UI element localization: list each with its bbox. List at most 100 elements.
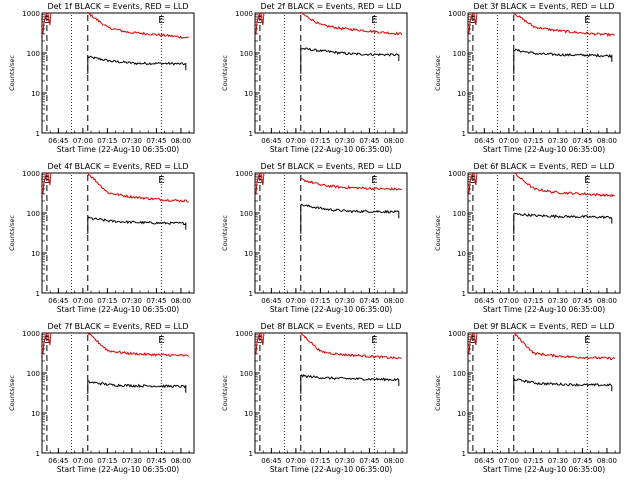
x-tick-label: 07:45 xyxy=(572,457,592,465)
end-marker: E xyxy=(158,15,164,26)
panel-title: Det 2f BLACK = Events, RED = LLD xyxy=(260,2,401,11)
lld-series-line xyxy=(87,11,189,39)
events-series-line xyxy=(87,380,187,394)
plot-frame xyxy=(467,12,621,134)
y-tick-label: 1 xyxy=(249,450,253,458)
x-tick-label: 06:45 xyxy=(261,457,281,465)
y-tick-label: 1 xyxy=(462,290,466,298)
x-tick-label: 07:30 xyxy=(122,457,142,465)
lld-initial-spike xyxy=(42,12,52,34)
x-tick-label: 08:00 xyxy=(171,457,191,465)
x-tick-label: 07:00 xyxy=(499,137,519,145)
lld-series-line xyxy=(513,13,616,38)
x-tick-label: 07:15 xyxy=(97,137,117,145)
y-tick-label: 100 xyxy=(453,210,466,218)
x-tick-label: 07:15 xyxy=(523,137,543,145)
start-marker: S xyxy=(470,15,476,26)
y-tick-label: 10 xyxy=(31,410,40,418)
plot-frame xyxy=(467,332,621,454)
detector-panel-8: Det 8f BLACK = Events, RED = LLD 1 10 100 10… xyxy=(221,322,408,474)
x-tick-label: 07:45 xyxy=(572,297,592,305)
lld-initial-spike xyxy=(255,332,265,354)
start-marker: S xyxy=(257,335,263,346)
y-tick-label: 10 xyxy=(244,410,253,418)
y-tick-label: 100 xyxy=(27,370,40,378)
events-series-line xyxy=(513,377,613,394)
x-tick-label: 07:00 xyxy=(73,137,93,145)
x-tick-label: 07:45 xyxy=(359,297,379,305)
x-tick-label: 07:30 xyxy=(122,137,142,145)
end-marker: E xyxy=(371,15,377,26)
panel-title: Det 9f BLACK = Events, RED = LLD xyxy=(473,322,614,331)
y-axis-label: Counts/sec xyxy=(221,55,229,91)
lld-series-line xyxy=(300,177,403,191)
end-marker: E xyxy=(158,335,164,346)
y-tick-label: 1000 xyxy=(235,330,253,338)
x-tick-label: 07:00 xyxy=(73,297,93,305)
x-tick-label: 07:30 xyxy=(548,457,568,465)
x-axis-label: Start Time (22-Aug-10 06:35:00) xyxy=(57,145,179,154)
events-series-line xyxy=(87,55,187,74)
y-tick-label: 1 xyxy=(249,290,253,298)
plot-frame xyxy=(41,332,195,454)
x-tick-label: 07:00 xyxy=(286,457,306,465)
y-tick-label: 1000 xyxy=(448,330,466,338)
y-tick-label: 100 xyxy=(453,370,466,378)
y-tick-label: 10 xyxy=(244,250,253,258)
x-tick-label: 07:45 xyxy=(572,137,592,145)
y-axis-label: Counts/sec xyxy=(221,215,229,251)
x-tick-label: 07:00 xyxy=(73,457,93,465)
x-tick-label: 07:15 xyxy=(310,137,330,145)
end-marker: E xyxy=(584,335,590,346)
detector-panel-6: Det 6f BLACK = Events, RED = LLD 1 10 100 10… xyxy=(434,162,621,314)
x-tick-label: 08:00 xyxy=(171,297,191,305)
detector-panel-2: Det 2f BLACK = Events, RED = LLD 1 10 100 10… xyxy=(221,2,408,154)
x-tick-label: 07:15 xyxy=(310,457,330,465)
x-axis-label: Start Time (22-Aug-10 06:35:00) xyxy=(483,145,605,154)
events-series-line xyxy=(300,203,400,234)
x-tick-label: 07:30 xyxy=(122,297,142,305)
events-series-line xyxy=(87,216,187,234)
lld-initial-spike xyxy=(468,332,478,354)
x-tick-label: 07:45 xyxy=(146,297,166,305)
end-marker: E xyxy=(584,175,590,186)
y-tick-label: 10 xyxy=(31,90,40,98)
panel-title: Det 8f BLACK = Events, RED = LLD xyxy=(260,322,401,331)
x-tick-label: 06:45 xyxy=(48,297,68,305)
plot-frame xyxy=(254,172,408,294)
plot-frame xyxy=(254,332,408,454)
x-tick-label: 07:45 xyxy=(146,457,166,465)
start-marker: S xyxy=(470,335,476,346)
panel-title: Det 3f BLACK = Events, RED = LLD xyxy=(473,2,614,11)
x-tick-label: 06:45 xyxy=(474,297,494,305)
y-tick-label: 100 xyxy=(27,50,40,58)
y-tick-label: 1 xyxy=(36,290,40,298)
panel-title: Det 7f BLACK = Events, RED = LLD xyxy=(47,322,188,331)
x-tick-label: 08:00 xyxy=(384,137,404,145)
x-tick-label: 08:00 xyxy=(597,137,617,145)
x-tick-label: 08:00 xyxy=(384,457,404,465)
y-tick-label: 10 xyxy=(457,250,466,258)
x-tick-label: 06:45 xyxy=(261,137,281,145)
detector-panel-1: Det 1f BLACK = Events, RED = LLD 1 10 100 10… xyxy=(8,2,195,154)
y-tick-label: 1 xyxy=(462,130,466,138)
y-tick-label: 10 xyxy=(31,250,40,258)
y-tick-label: 1 xyxy=(36,450,40,458)
y-axis-label: Counts/sec xyxy=(434,375,442,411)
events-series-line xyxy=(513,48,613,74)
end-marker: E xyxy=(371,335,377,346)
y-tick-label: 10 xyxy=(457,90,466,98)
x-tick-label: 06:45 xyxy=(48,457,68,465)
y-axis-label: Counts/sec xyxy=(221,375,229,411)
x-tick-label: 07:15 xyxy=(523,457,543,465)
x-tick-label: 06:45 xyxy=(48,137,68,145)
start-marker: S xyxy=(44,175,50,186)
y-axis-label: Counts/sec xyxy=(434,215,442,251)
start-marker: S xyxy=(470,175,476,186)
panel-title: Det 4f BLACK = Events, RED = LLD xyxy=(47,162,188,171)
lld-series-line xyxy=(300,11,403,36)
lld-initial-spike xyxy=(468,12,478,34)
panel-title: Det 6f BLACK = Events, RED = LLD xyxy=(473,162,614,171)
detector-panel-3: Det 3f BLACK = Events, RED = LLD 1 10 100 10… xyxy=(434,2,621,154)
